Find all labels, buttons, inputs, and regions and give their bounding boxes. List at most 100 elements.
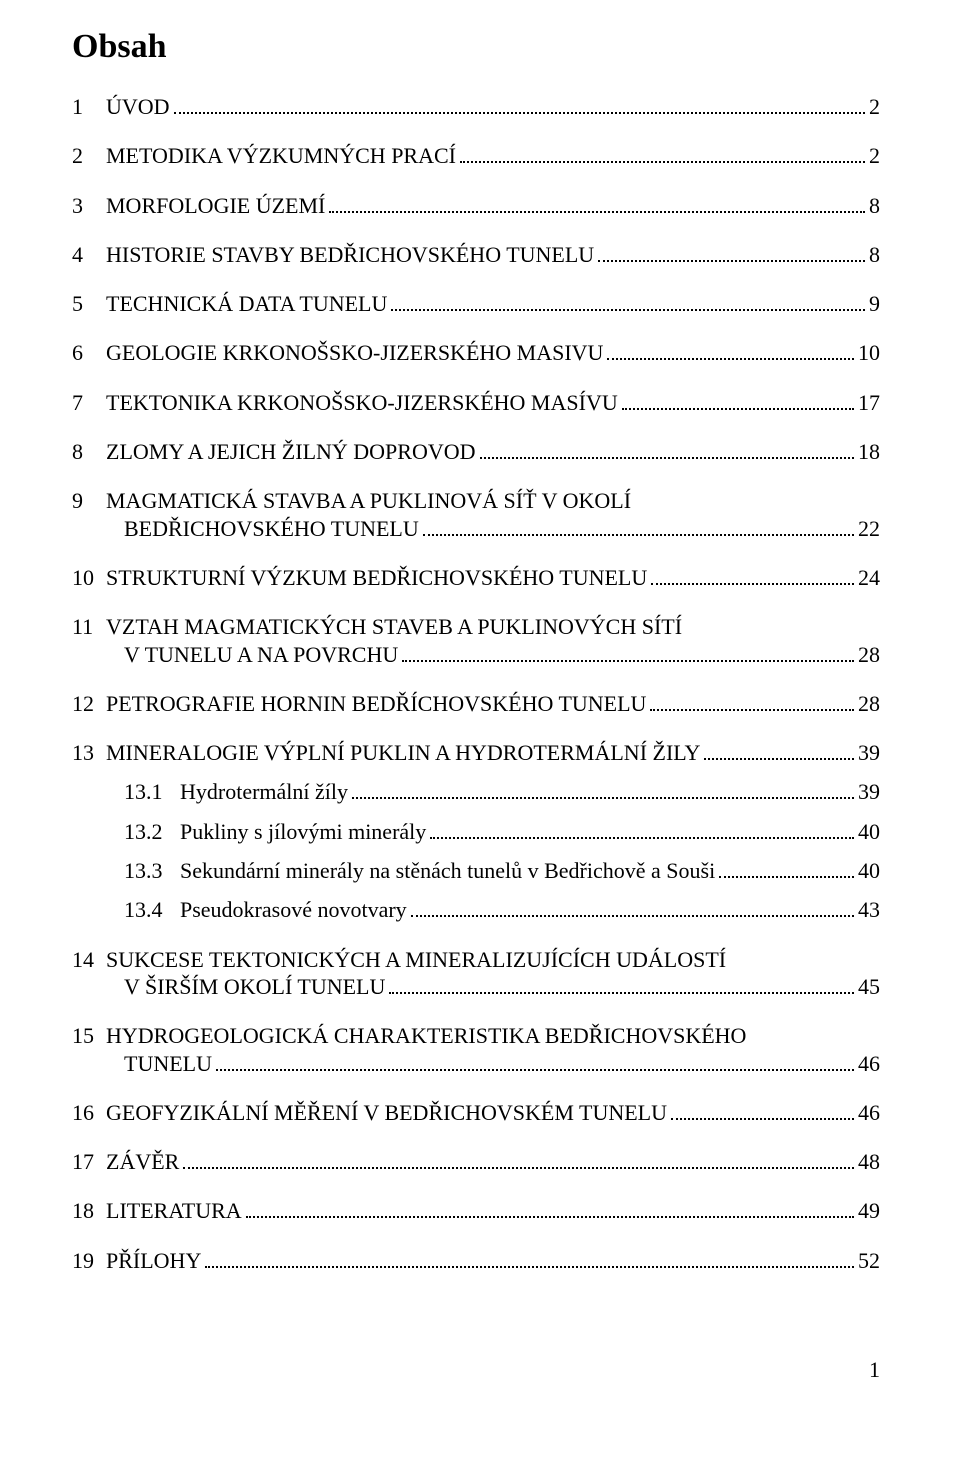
toc-entry-number: 5 (72, 291, 106, 316)
toc-entry-number: 9 (72, 488, 106, 513)
toc-entry: 7 TEKTONIKA KRKONOŠSKO-JIZERSKÉHO MASÍVU… (72, 390, 880, 415)
toc-entry-page: 40 (858, 819, 880, 844)
toc-leader (704, 745, 854, 760)
toc-leader (174, 99, 865, 114)
toc-entry-label: STRUKTURNÍ VÝZKUM BEDŘICHOVSKÉHO TUNELU (106, 565, 647, 590)
toc-entry-number: 4 (72, 242, 106, 267)
toc-entry-page: 17 (858, 390, 880, 415)
page-number: 1 (72, 1357, 880, 1383)
toc-entry-page: 40 (858, 858, 880, 883)
toc-entry: 11 VZTAH MAGMATICKÝCH STAVEB A PUKLINOVÝ… (72, 614, 880, 639)
toc-entry-page: 2 (869, 143, 880, 168)
toc-subentry: 13.2 Pukliny s jílovými minerály 40 (72, 819, 880, 844)
toc-entry: 13 MINERALOGIE VÝPLNÍ PUKLIN A HYDROTERM… (72, 740, 880, 765)
toc-leader (205, 1253, 854, 1268)
toc-leader (402, 646, 854, 661)
toc-entry-label: Pseudokrasové novotvary (180, 897, 407, 922)
toc-entry-page: 10 (858, 340, 880, 365)
toc-leader (352, 784, 854, 799)
toc-subentry: 13.4 Pseudokrasové novotvary 43 (72, 897, 880, 922)
toc-entry: 18 LITERATURA 49 (72, 1198, 880, 1223)
toc-entry-label: ÚVOD (106, 94, 170, 119)
toc-entry-page: 46 (858, 1100, 880, 1125)
toc-leader (391, 296, 865, 311)
toc-entry-page: 9 (869, 291, 880, 316)
toc-entry-page: 8 (869, 193, 880, 218)
toc-entry-number: 13.3 (124, 858, 180, 883)
toc-entry-page: 49 (858, 1198, 880, 1223)
toc-entry-number: 3 (72, 193, 106, 218)
toc-entry-label: ZLOMY A JEJICH ŽILNÝ DOPROVOD (106, 439, 476, 464)
toc-entry-page: 18 (858, 439, 880, 464)
toc-leader (183, 1154, 854, 1169)
toc-entry-label: PŘÍLOHY (106, 1248, 201, 1273)
toc-entry-page: 22 (858, 516, 880, 541)
toc-entry-label: V ŠIRŠÍM OKOLÍ TUNELU (124, 974, 385, 999)
toc-entry-page: 24 (858, 565, 880, 590)
toc-entry-label: GEOLOGIE KRKONOŠSKO-JIZERSKÉHO MASIVU (106, 340, 603, 365)
toc-entry-page: 8 (869, 242, 880, 267)
toc-entry-label: TECHNICKÁ DATA TUNELU (106, 291, 387, 316)
toc-entry-number: 13.1 (124, 779, 180, 804)
toc-entry-label: ZÁVĚR (106, 1149, 179, 1174)
toc-entry-label: Sekundární minerály na stěnách tunelů v … (180, 858, 715, 883)
toc-entry-page: 28 (858, 642, 880, 667)
toc-subentry: 13.3 Sekundární minerály na stěnách tune… (72, 858, 880, 883)
toc-leader (430, 824, 854, 839)
toc-entry-number: 18 (72, 1198, 106, 1223)
toc-leader (423, 520, 854, 535)
toc-entry-number: 8 (72, 439, 106, 464)
toc-leader (460, 148, 865, 163)
toc-entry: 19 PŘÍLOHY 52 (72, 1248, 880, 1273)
toc-leader (329, 197, 865, 212)
toc-entry-continuation: TUNELU 46 (72, 1051, 880, 1076)
toc-entry: 6 GEOLOGIE KRKONOŠSKO-JIZERSKÉHO MASIVU … (72, 340, 880, 365)
toc-entry: 4 HISTORIE STAVBY BEDŘICHOVSKÉHO TUNELU … (72, 242, 880, 267)
toc-entry-number: 2 (72, 143, 106, 168)
toc-leader (719, 863, 854, 878)
toc-entry: 8 ZLOMY A JEJICH ŽILNÝ DOPROVOD 18 (72, 439, 880, 464)
toc-entry-number: 19 (72, 1248, 106, 1273)
toc-entry-number: 13.2 (124, 819, 180, 844)
toc-entry-number: 11 (72, 614, 106, 639)
toc-entry-label: PETROGRAFIE HORNIN BEDŘÍCHOVSKÉHO TUNELU (106, 691, 646, 716)
toc-subentry: 13.1 Hydrotermální žíly 39 (72, 779, 880, 804)
toc-leader (389, 979, 854, 994)
toc-leader (607, 345, 854, 360)
toc-entry-number: 17 (72, 1149, 106, 1174)
toc-entry-label: HYDROGEOLOGICKÁ CHARAKTERISTIKA BEDŘICHO… (106, 1023, 746, 1048)
toc-entry-label: VZTAH MAGMATICKÝCH STAVEB A PUKLINOVÝCH … (106, 614, 682, 639)
toc-entry-page: 46 (858, 1051, 880, 1076)
toc-entry-number: 14 (72, 947, 106, 972)
toc-entry: 15 HYDROGEOLOGICKÁ CHARAKTERISTIKA BEDŘI… (72, 1023, 880, 1048)
toc-entry-continuation: V ŠIRŠÍM OKOLÍ TUNELU 45 (72, 974, 880, 999)
toc-entry-number: 15 (72, 1023, 106, 1048)
toc-entry-label: SUKCESE TEKTONICKÝCH A MINERALIZUJÍCÍCH … (106, 947, 726, 972)
toc-entry: 2 METODIKA VÝZKUMNÝCH PRACÍ 2 (72, 143, 880, 168)
toc-entry-label: LITERATURA (106, 1198, 242, 1223)
toc-entry-label: METODIKA VÝZKUMNÝCH PRACÍ (106, 143, 456, 168)
toc-entry-number: 6 (72, 340, 106, 365)
toc-entry-page: 43 (858, 897, 880, 922)
toc-entry: 14 SUKCESE TEKTONICKÝCH A MINERALIZUJÍCÍ… (72, 947, 880, 972)
toc-entry-label: Pukliny s jílovými minerály (180, 819, 426, 844)
toc-entry-label: MORFOLOGIE ÚZEMÍ (106, 193, 325, 218)
toc-entry-number: 13.4 (124, 897, 180, 922)
toc-entry: 1 ÚVOD 2 (72, 94, 880, 119)
toc-leader (480, 444, 854, 459)
toc-entry: 5 TECHNICKÁ DATA TUNELU 9 (72, 291, 880, 316)
toc-leader (622, 395, 854, 410)
toc-leader (671, 1105, 854, 1120)
toc-entry-page: 48 (858, 1149, 880, 1174)
toc-entry-label: TEKTONIKA KRKONOŠSKO-JIZERSKÉHO MASÍVU (106, 390, 618, 415)
toc-entry: 3 MORFOLOGIE ÚZEMÍ 8 (72, 193, 880, 218)
toc-entry-number: 13 (72, 740, 106, 765)
toc-leader (651, 570, 854, 585)
toc-leader (411, 902, 854, 917)
toc-entry-number: 7 (72, 390, 106, 415)
toc-entry: 16 GEOFYZIKÁLNÍ MĚŘENÍ V BEDŘICHOVSKÉM T… (72, 1100, 880, 1125)
toc-leader (246, 1203, 854, 1218)
toc-entry-number: 1 (72, 94, 106, 119)
toc-entry-number: 10 (72, 565, 106, 590)
toc-entry-page: 45 (858, 974, 880, 999)
